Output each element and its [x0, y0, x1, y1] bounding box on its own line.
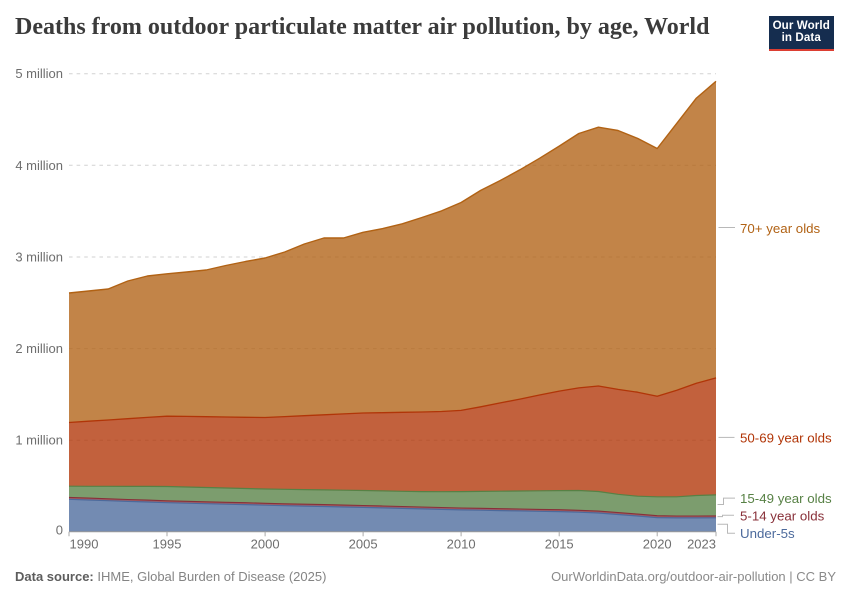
svg-text:1 million: 1 million [15, 433, 63, 448]
svg-text:3 million: 3 million [15, 250, 63, 265]
svg-text:70+ year olds: 70+ year olds [740, 221, 821, 236]
svg-text:2000: 2000 [251, 537, 280, 552]
svg-text:0: 0 [56, 522, 63, 537]
svg-text:2023: 2023 [687, 537, 716, 552]
svg-text:5 million: 5 million [15, 66, 63, 81]
svg-text:1990: 1990 [70, 537, 99, 552]
svg-text:15-49 year olds: 15-49 year olds [740, 491, 832, 506]
svg-text:2015: 2015 [545, 537, 574, 552]
svg-text:Under-5s: Under-5s [740, 526, 795, 541]
svg-text:2 million: 2 million [15, 341, 63, 356]
svg-text:5-14 year olds: 5-14 year olds [740, 508, 825, 523]
svg-text:1995: 1995 [153, 537, 182, 552]
svg-text:4 million: 4 million [15, 158, 63, 173]
svg-text:2005: 2005 [349, 537, 378, 552]
svg-text:2010: 2010 [447, 537, 476, 552]
svg-text:50-69 year olds: 50-69 year olds [740, 431, 832, 446]
svg-text:2020: 2020 [643, 537, 672, 552]
